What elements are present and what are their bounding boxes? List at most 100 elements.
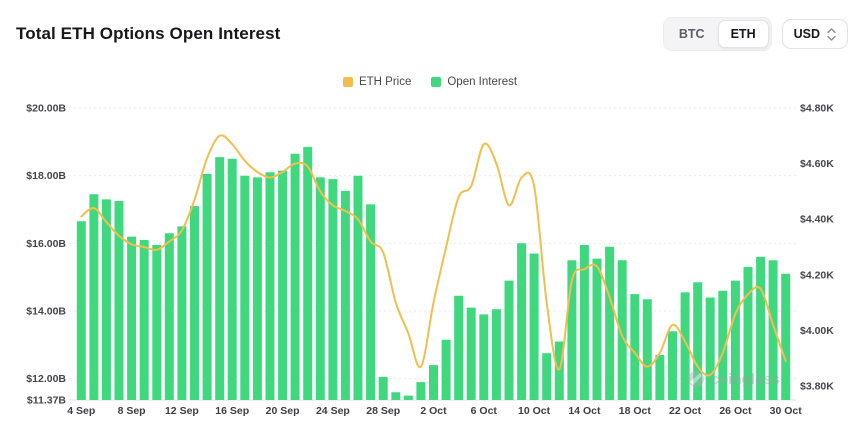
open-interest-bar[interactable] xyxy=(743,267,753,400)
chart-legend: ETH Price Open Interest xyxy=(0,76,860,88)
open-interest-bar[interactable] xyxy=(114,201,124,400)
open-interest-bar[interactable] xyxy=(366,204,376,400)
open-interest-bar[interactable] xyxy=(164,233,174,400)
left-axis-tick: $18.00B xyxy=(26,170,66,182)
left-axis-tick: $14.00B xyxy=(26,306,66,318)
open-interest-swatch xyxy=(431,77,442,87)
open-interest-bar[interactable] xyxy=(391,392,401,400)
watermark: coinglass xyxy=(687,370,780,388)
currency-select-value: USD xyxy=(793,27,820,41)
open-interest-bar[interactable] xyxy=(429,365,438,400)
open-interest-bar[interactable] xyxy=(479,314,489,400)
open-interest-bar[interactable] xyxy=(127,236,137,400)
x-axis-tick: 22 Oct xyxy=(669,405,702,417)
open-interest-bar[interactable] xyxy=(529,253,539,401)
btc-toggle-button[interactable]: BTC xyxy=(666,20,718,48)
x-axis-tick: 18 Oct xyxy=(619,405,652,417)
eth-toggle-button[interactable]: ETH xyxy=(717,20,769,48)
open-interest-bar[interactable] xyxy=(378,377,388,400)
open-interest-bar[interactable] xyxy=(617,260,627,400)
open-interest-bar[interactable] xyxy=(303,146,313,400)
open-interest-bar[interactable] xyxy=(152,245,162,400)
open-interest-bar[interactable] xyxy=(328,179,338,400)
x-axis-labels: 4 Sep 8 Sep 12 Sep 16 Sep 20 Sep 24 Sep 28 Sep… xyxy=(67,405,802,417)
open-interest-bar[interactable] xyxy=(252,177,262,400)
open-interest-bar[interactable] xyxy=(190,206,199,400)
open-interest-bar[interactable] xyxy=(642,299,652,400)
open-interest-bar[interactable] xyxy=(215,157,225,400)
open-interest-bars xyxy=(76,146,791,401)
open-interest-bar[interactable] xyxy=(718,290,728,400)
open-interest-bar[interactable] xyxy=(265,172,275,400)
left-axis-tick: $16.00B xyxy=(26,238,66,250)
open-interest-bar[interactable] xyxy=(680,292,690,400)
open-interest-bar[interactable] xyxy=(517,243,527,400)
x-axis-tick: 2 Oct xyxy=(420,405,447,417)
left-axis-labels: $20.00B $18.00B $16.00B $14.00B $12.00B $11.3… xyxy=(26,103,66,407)
right-axis-tick: $3.80K xyxy=(800,381,834,393)
x-axis-tick: 24 Sep xyxy=(316,405,350,417)
chart-canvas: $20.00B $18.00B $16.00B $14.00B $12.00B $11.3… xyxy=(26,103,834,418)
x-axis-tick: 12 Sep xyxy=(165,405,199,417)
open-interest-bar[interactable] xyxy=(139,240,149,400)
open-interest-bar[interactable] xyxy=(504,280,514,400)
open-interest-bar[interactable] xyxy=(76,221,86,400)
x-axis-tick: 8 Sep xyxy=(118,405,146,417)
left-axis-tick: $11.37B xyxy=(27,395,67,407)
open-interest-bar[interactable] xyxy=(466,307,476,400)
right-axis-tick: $4.80K xyxy=(800,103,834,115)
chart-area[interactable]: $20.00B $18.00B $16.00B $14.00B $12.00B $11.3… xyxy=(0,95,860,422)
x-axis-tick: 6 Oct xyxy=(471,405,498,417)
open-interest-bar[interactable] xyxy=(668,331,677,400)
open-interest-bar[interactable] xyxy=(101,199,111,400)
open-interest-bar[interactable] xyxy=(278,170,288,400)
open-interest-bar[interactable] xyxy=(416,382,426,400)
legend-item-open-interest[interactable]: Open Interest xyxy=(431,76,517,88)
x-axis-tick: 26 Oct xyxy=(719,405,752,417)
x-axis-tick: 30 Oct xyxy=(770,405,803,417)
open-interest-bar[interactable] xyxy=(202,174,212,400)
open-interest-bar[interactable] xyxy=(227,158,237,400)
open-interest-bar[interactable] xyxy=(177,226,187,400)
left-axis-tick: $12.00B xyxy=(26,373,66,385)
open-interest-bar[interactable] xyxy=(454,295,464,400)
open-interest-bar[interactable] xyxy=(315,177,325,400)
open-interest-bar[interactable] xyxy=(491,309,501,400)
left-axis-tick: $20.00B xyxy=(26,103,66,115)
open-interest-bar[interactable] xyxy=(290,153,300,400)
open-interest-bar[interactable] xyxy=(592,258,602,400)
watermark-text: coinglass xyxy=(710,370,780,388)
legend-label-eth-price: ETH Price xyxy=(358,76,412,88)
open-interest-bar[interactable] xyxy=(655,355,665,400)
updown-caret-icon xyxy=(827,27,836,41)
open-interest-bar[interactable] xyxy=(340,190,350,400)
open-interest-bar[interactable] xyxy=(542,353,552,400)
right-axis-tick: $4.00K xyxy=(800,325,834,337)
x-axis-tick: 20 Sep xyxy=(266,405,300,417)
page-title: Total ETH Options Open Interest xyxy=(16,24,281,43)
open-interest-bar[interactable] xyxy=(403,395,413,400)
open-interest-bar[interactable] xyxy=(768,260,778,400)
x-axis-tick: 16 Sep xyxy=(215,405,249,417)
coinglass-logo-icon xyxy=(687,371,704,387)
asset-toggle: BTC ETH xyxy=(662,17,772,51)
legend-item-eth-price[interactable]: ETH Price xyxy=(342,76,412,88)
x-axis-tick: 10 Oct xyxy=(518,405,551,417)
chart-header: Total ETH Options Open Interest BTC ETH … xyxy=(16,16,848,52)
currency-select[interactable]: USD xyxy=(781,19,848,49)
open-interest-bar[interactable] xyxy=(781,273,791,400)
open-interest-bar[interactable] xyxy=(240,175,250,400)
right-axis-tick: $4.40K xyxy=(800,214,834,226)
eth-price-line[interactable] xyxy=(80,134,787,377)
open-interest-bar[interactable] xyxy=(630,294,640,400)
x-axis-tick: 14 Oct xyxy=(568,405,601,417)
open-interest-bar[interactable] xyxy=(353,175,363,400)
open-interest-bar[interactable] xyxy=(605,246,615,400)
eth-price-swatch xyxy=(342,77,353,87)
open-interest-bar[interactable] xyxy=(441,339,451,400)
open-interest-bar[interactable] xyxy=(89,194,99,400)
x-axis-tick: 4 Sep xyxy=(67,405,95,417)
open-interest-bar[interactable] xyxy=(579,245,589,400)
right-axis-labels: $4.80K $4.60K $4.40K $4.20K $4.00K $3.80K xyxy=(800,103,834,393)
